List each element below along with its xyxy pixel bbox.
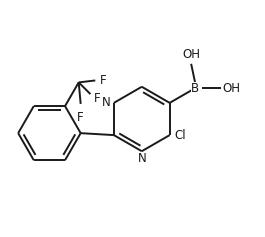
Text: F: F (94, 91, 101, 105)
Text: F: F (77, 111, 84, 124)
Text: Cl: Cl (175, 129, 186, 141)
Text: OH: OH (182, 48, 200, 61)
Text: N: N (102, 96, 111, 109)
Text: B: B (191, 82, 199, 95)
Text: OH: OH (222, 82, 240, 95)
Text: N: N (137, 152, 146, 165)
Text: F: F (100, 74, 107, 87)
